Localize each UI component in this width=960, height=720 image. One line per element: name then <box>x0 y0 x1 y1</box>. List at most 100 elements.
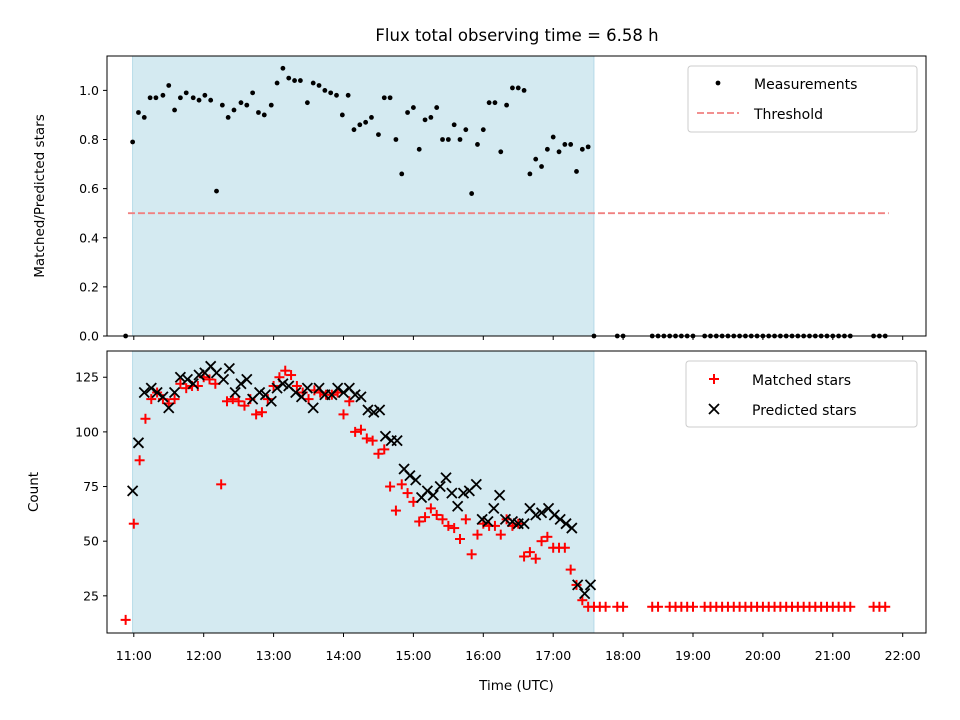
predicted-point <box>235 378 247 390</box>
predicted-point <box>488 502 500 515</box>
measurement-point <box>297 78 303 83</box>
measurement-point <box>363 119 369 125</box>
measurement-point <box>369 115 374 120</box>
x-stroke <box>241 373 253 386</box>
measurement-point <box>274 80 280 86</box>
predicted-point <box>355 391 367 403</box>
x-stroke <box>157 391 169 403</box>
matched-point <box>425 503 436 514</box>
x-stroke <box>193 369 205 381</box>
predicted-point <box>410 474 422 486</box>
x-stroke <box>391 434 403 447</box>
predicted-point <box>421 485 434 497</box>
measurement-point <box>334 92 339 98</box>
ratio-y-axis-label: Matched/Predicted stars <box>32 114 48 277</box>
x-stroke <box>138 386 150 399</box>
predicted-point <box>548 509 560 521</box>
matched-point <box>845 601 856 612</box>
x-stroke <box>126 485 139 497</box>
matched-point <box>460 514 471 525</box>
predicted-point <box>554 513 566 525</box>
predicted-point <box>187 378 199 390</box>
matched-point <box>379 444 390 455</box>
matched-point <box>268 380 279 391</box>
matched-point <box>600 601 611 612</box>
x-stroke <box>446 487 458 499</box>
matched-point <box>390 505 401 516</box>
matched-point <box>262 394 273 405</box>
x-stroke <box>362 404 374 416</box>
matched-stars-series <box>120 365 891 625</box>
ratio-panel: 0.0 0.2 0.4 0.6 0.8 1.0 Matched/Predicted sta… <box>32 55 927 344</box>
matched-point <box>344 396 355 407</box>
matched-point <box>454 534 465 544</box>
x-stroke <box>410 474 422 486</box>
legend-threshold-label: Threshold <box>753 107 823 123</box>
matched-point <box>414 516 425 527</box>
measurement-point <box>393 137 399 142</box>
measurement-point <box>268 102 274 108</box>
measurement-point <box>160 92 166 98</box>
measurement-point <box>136 110 141 115</box>
x-stroke <box>530 509 542 521</box>
count-legend-box <box>685 360 918 428</box>
x-tick-label: 12:00 <box>186 648 222 663</box>
y-tick-label: 75 <box>83 479 99 494</box>
predicted-point <box>301 382 314 394</box>
x-stroke <box>452 500 464 512</box>
x-stroke <box>708 403 720 415</box>
measurement-point <box>357 122 363 128</box>
legend-matched-label: Matched stars <box>752 373 851 389</box>
x-stroke <box>187 378 199 390</box>
predicted-point <box>295 391 308 403</box>
x-stroke <box>259 389 272 401</box>
measurement-point <box>585 144 591 150</box>
predicted-point <box>337 386 350 399</box>
predicted-point <box>277 378 289 390</box>
y-tick-label: 0.8 <box>79 132 99 147</box>
matched-point <box>524 547 535 558</box>
x-stroke <box>506 515 519 528</box>
predicted-point <box>457 487 470 499</box>
measurement-point <box>556 149 562 155</box>
y-tick-label: 50 <box>83 534 99 549</box>
measurement-point <box>244 102 250 108</box>
predicted-point <box>332 382 344 394</box>
y-tick-label: 0.2 <box>79 279 99 294</box>
predicted-point <box>440 472 452 484</box>
x-tick-label: 21:00 <box>815 648 851 663</box>
predicted-point <box>572 579 584 591</box>
ratio-legend: Measurements Threshold <box>687 65 918 133</box>
matched-point <box>303 394 314 405</box>
matched-point <box>251 409 262 420</box>
matched-point <box>449 523 460 534</box>
y-tick-label: 25 <box>83 588 99 603</box>
predicted-point <box>506 515 519 528</box>
measurement-point <box>238 100 244 106</box>
predicted-point <box>271 382 283 394</box>
measurement-point <box>376 132 381 137</box>
matched-point <box>466 549 477 560</box>
legend-plus-glyph <box>709 374 719 384</box>
matched-point <box>355 424 366 435</box>
measurement-point <box>292 78 297 83</box>
matched-point <box>559 542 570 553</box>
x-stroke <box>542 502 555 515</box>
predicted-point <box>368 406 380 418</box>
measurement-point <box>568 142 574 147</box>
matched-point <box>472 529 483 540</box>
x-stroke <box>205 360 217 372</box>
x-stroke <box>566 522 578 534</box>
matched-point <box>146 394 157 405</box>
x-stroke <box>554 513 566 525</box>
x-stroke <box>295 391 308 403</box>
measurement-point <box>214 188 219 194</box>
measurement-point <box>141 115 147 120</box>
predicted-point <box>307 402 319 414</box>
measurement-point <box>202 92 208 98</box>
x-stroke <box>535 507 548 519</box>
predicted-point <box>223 362 235 375</box>
matched-point <box>396 479 407 490</box>
matched-point <box>256 407 267 418</box>
x-stroke <box>313 382 325 394</box>
